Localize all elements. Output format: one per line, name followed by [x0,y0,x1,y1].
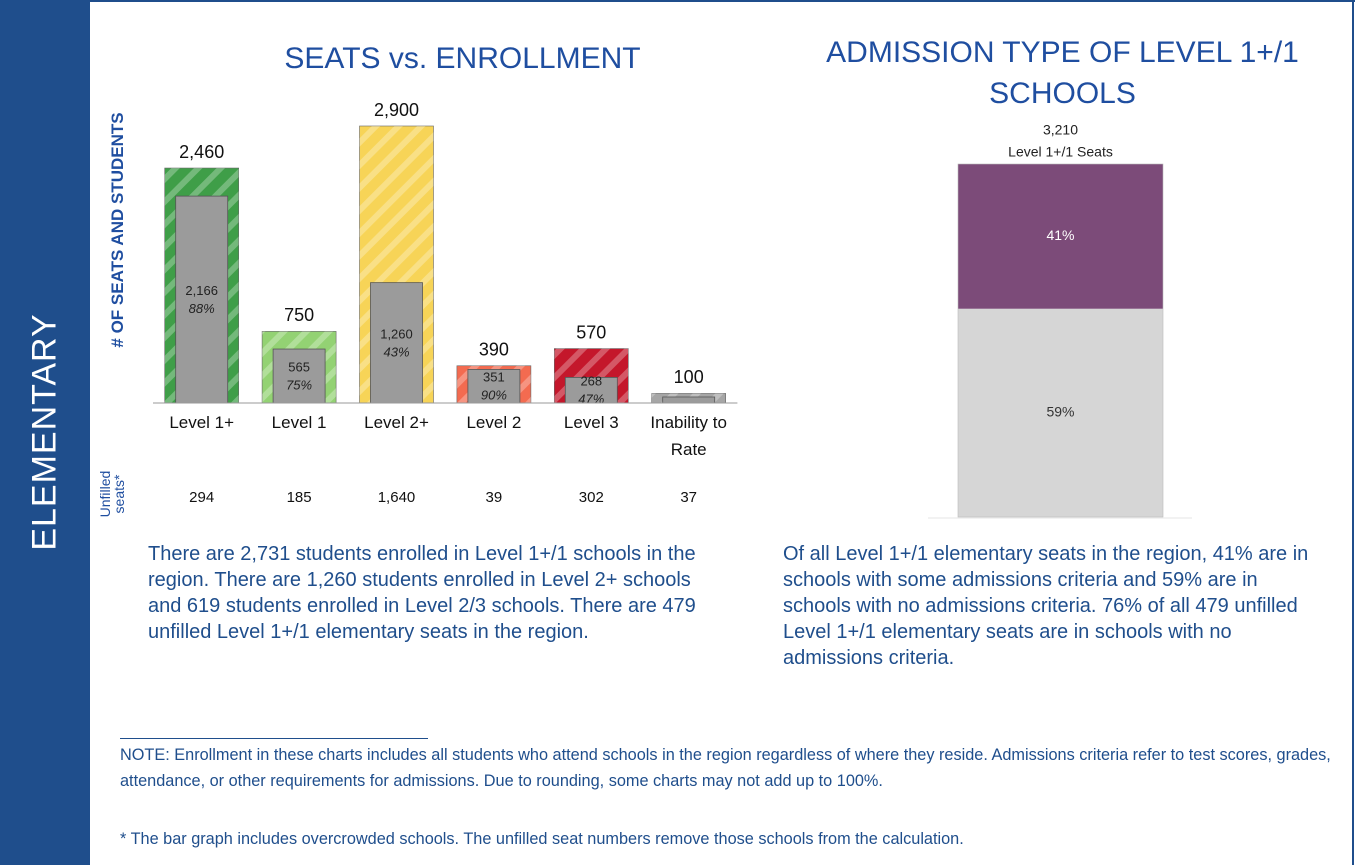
x-tick-label: Level 1 [271,413,327,432]
enrollment-bar [370,282,423,404]
unfilled-label: Unfilled seats* [97,470,127,518]
unfilled-value: 294 [189,489,214,506]
x-tick-label: Level 2+ [364,413,429,432]
right-border [1352,0,1354,865]
enrollment-bar [662,396,716,404]
bar-outline [957,163,1164,518]
chart-title: ADMISSION TYPE OF LEVEL 1+/1 SCHOOLS [826,36,1299,110]
unfilled-value: 1,640 [378,489,416,506]
seats-label: 570 [576,322,606,342]
seats-label: 750 [284,305,314,325]
y-axis-label: # OF SEATS AND STUDENTS [108,112,127,348]
summary-text: Of all Level 1+/1 elementary seats in th… [783,543,1309,669]
note: NOTE: Enrollment in these charts include… [120,746,1331,790]
footnote: * The bar graph includes overcrowded sch… [120,830,964,848]
percent-label: 88% [189,301,215,316]
total-label: 3,210 [1043,122,1078,138]
unfilled-value: 185 [287,489,312,506]
percent-label: 90% [481,388,507,403]
segment [958,164,1163,309]
seats-label: 2,460 [179,142,224,162]
seats-label: 390 [479,339,509,359]
enrollment-label: 565 [288,359,310,374]
x-tick-label: Level 2 [466,413,522,432]
x-tick-label: Level 1+ [169,413,235,432]
seats-label: 100 [674,367,704,387]
unfilled-value: 302 [579,489,604,506]
sidebar: ELEMENTARY [0,0,90,865]
percent-label: 43% [383,344,409,359]
unfilled-value: 39 [486,489,503,506]
segment-label: 41% [1046,227,1074,243]
enrollment-label: 268 [580,374,602,389]
enrollment-bar [272,348,326,404]
unfilled-value: 37 [680,489,697,506]
summary-text: There are 2,731 students enrolled in Lev… [148,543,696,643]
top-border [90,0,1355,2]
enrollment-label: 1,260 [380,326,413,341]
percent-label: 47% [578,392,604,407]
enrollment-bar [564,377,618,404]
x-tick-label: Level 3 [563,413,619,432]
enrollment-bar [175,195,229,404]
x-tick-label: Inability to Rate [650,413,727,459]
enrollment-label: 351 [483,370,505,385]
enrollment-label: 2,166 [185,283,218,298]
segment-label: 59% [1046,404,1074,420]
divider [120,738,428,739]
percent-label: 75% [286,377,312,392]
total-caption: Level 1+/1 Seats [1008,144,1113,160]
segment [958,308,1163,517]
seats-label: 2,900 [374,100,419,120]
chart-title: SEATS vs. ENROLLMENT [284,42,641,75]
